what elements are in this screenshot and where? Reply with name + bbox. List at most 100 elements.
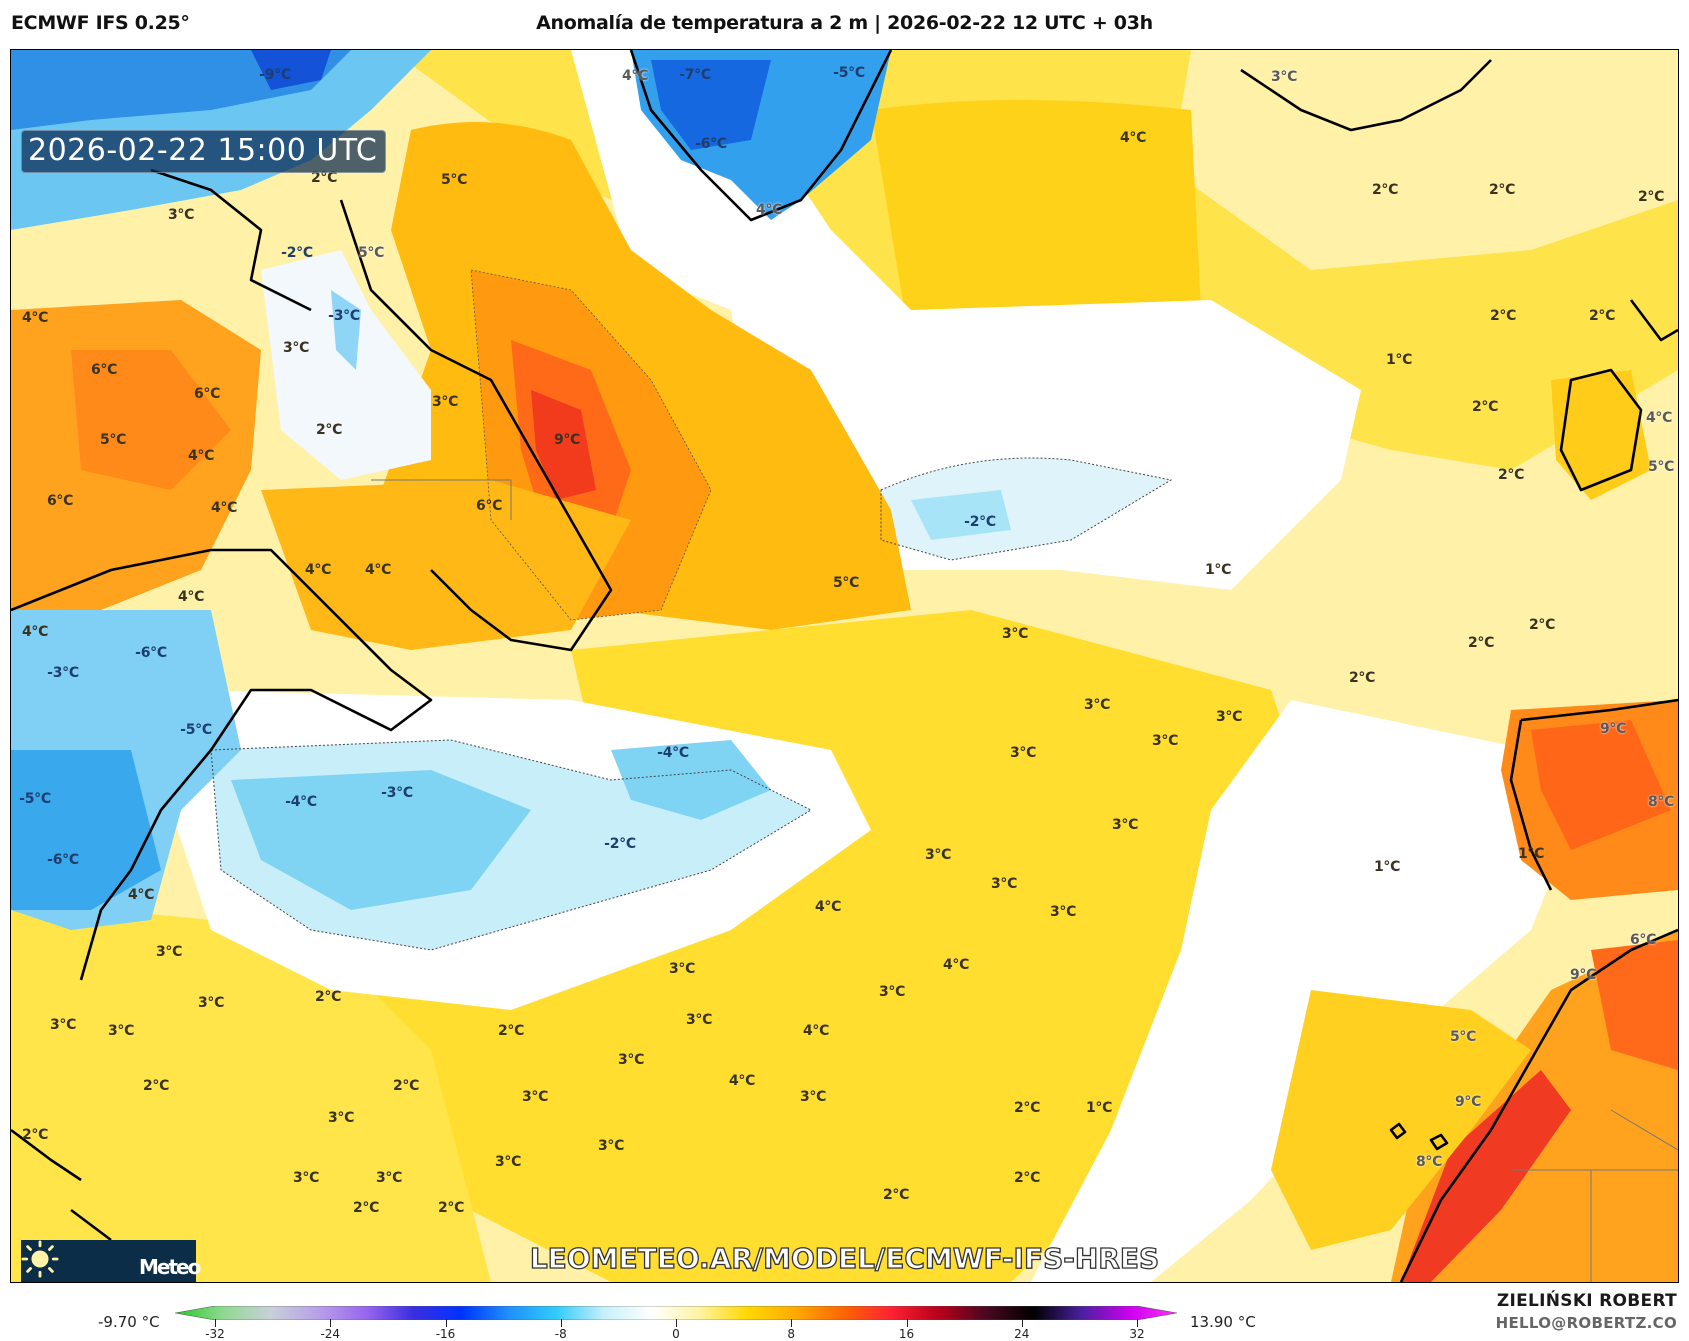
contour-label: -2°C [281,245,313,261]
colorbar-tick-label: -16 [435,1327,456,1341]
contour-label: 3°C [1215,709,1243,725]
colorbar-tick [1137,1319,1138,1327]
contour-label: 5°C [832,575,860,591]
contour-label: 4°C [802,1023,830,1039]
contour-label: 5°C [357,245,385,261]
author-email[interactable]: HELLO@ROBERTZ.CO [1495,1314,1677,1332]
contour-label: 4°C [755,202,783,218]
contour-label: 5°C [440,172,468,188]
contour-label: 3°C [990,876,1018,892]
colorbar-tick [445,1319,447,1327]
contour-label: 9°C [1599,721,1627,737]
contour-label: 2°C [1371,182,1399,198]
contour-label: 4°C [21,624,49,640]
contour-label: 2°C [1489,308,1517,324]
colorbar-tick [1021,1319,1023,1327]
contour-label: 9°C [553,432,581,448]
contour-label: -6°C [47,852,79,868]
contour-label: 3°C [49,1017,77,1033]
contour-label: 3°C [1083,697,1111,713]
contour-label: 3°C [1270,69,1298,85]
contour-label: 3°C [292,1170,320,1186]
contour-label: 2°C [142,1078,170,1094]
contour-label: 6°C [90,362,118,378]
contour-label: 8°C [1647,794,1675,810]
contour-label: -3°C [47,665,79,681]
valid-time-overlay: 2026-02-22 15:00 UTC [21,130,387,173]
contour-label: 2°C [1588,308,1616,324]
contour-label: 1°C [1204,562,1232,578]
map-field [11,50,1678,1282]
contour-label: 3°C [327,1110,355,1126]
contour-label: 6°C [1629,932,1657,948]
contour-label: 3°C [282,340,310,356]
contour-label: 2°C [437,1200,465,1216]
contour-label: -4°C [657,745,689,761]
contour-label: 3°C [1151,733,1179,749]
model-name: ECMWF IFS 0.25° [11,12,190,34]
contour-label: 3°C [107,1023,135,1039]
source-watermark: LEOMETEO.AR/MODEL/ECMWF-IFS-HRES [529,1241,1160,1275]
colorbar-tick-label: 8 [787,1327,796,1341]
contour-label: 4°C [1645,410,1673,426]
contour-label: 4°C [942,957,970,973]
chart-title: Anomalía de temperatura a 2 m | 2026-02-… [536,12,1153,34]
contour-label: 2°C [497,1023,525,1039]
contour-label: -6°C [695,136,727,152]
contour-label: 1°C [1373,859,1401,875]
contour-label: 2°C [1348,670,1376,686]
colorbar-tick [791,1319,793,1327]
contour-label: -5°C [833,65,865,81]
contour-label: 4°C [304,562,332,578]
contour-label: 3°C [197,995,225,1011]
contour-label: 1°C [1517,846,1545,862]
contour-label: -6°C [135,645,167,661]
contour-label: 3°C [1049,904,1077,920]
logo-text: Meteo [139,1255,201,1279]
sun-icon [21,1240,59,1278]
contour-label: 6°C [46,493,74,509]
contour-label: 2°C [314,989,342,1005]
contour-label: 3°C [375,1170,403,1186]
contour-label: 4°C [1119,130,1147,146]
contour-label: 2°C [21,1127,49,1143]
contour-label: -4°C [285,794,317,810]
colorbar-tick [560,1319,562,1327]
contour-label: 3°C [617,1052,645,1068]
author-credit: ZIELIŃSKI ROBERT [1496,1291,1677,1311]
colorbar [175,1306,1177,1320]
contour-label: 9°C [1569,967,1597,983]
contour-label: 2°C [1467,635,1495,651]
contour-label: -5°C [180,722,212,738]
contour-label: 3°C [494,1154,522,1170]
colorbar-max-value: 13.90 °C [1190,1313,1256,1331]
contour-label: 5°C [1647,459,1675,475]
contour-label: 3°C [1009,745,1037,761]
contour-label: 1°C [1085,1100,1113,1116]
colorbar-tick [215,1319,216,1327]
colorbar-tick-label: 0 [672,1327,680,1341]
contour-label: -2°C [604,836,636,852]
app-logo-box[interactable]: Meteo [21,1240,201,1282]
contour-label: 4°C [728,1073,756,1089]
contour-label: 3°C [431,394,459,410]
colorbar-tick [906,1319,908,1327]
anomaly-map[interactable]: -9°C -7°C -5°C 4°C 3°C -6°C 4°C 4°C 5°C 2°C 3°C 2°C… [10,49,1679,1283]
contour-label: 3°C [1001,626,1029,642]
contour-label: 6°C [475,498,503,514]
contour-label: -7°C [679,67,711,83]
contour-label: 2°C [882,1187,910,1203]
colorbar-tick [676,1319,677,1327]
contour-label: 3°C [597,1138,625,1154]
contour-label: -3°C [381,785,413,801]
contour-label: 4°C [814,899,842,915]
contour-label: 2°C [1497,467,1525,483]
colorbar-tick-label: -24 [320,1327,341,1341]
contour-label: 2°C [1013,1170,1041,1186]
contour-label: 8°C [1415,1154,1443,1170]
contour-label: 2°C [352,1200,380,1216]
contour-label: 2°C [392,1078,420,1094]
contour-label: 4°C [127,887,155,903]
contour-label: 1°C [1385,352,1413,368]
contour-label: 3°C [521,1089,549,1105]
